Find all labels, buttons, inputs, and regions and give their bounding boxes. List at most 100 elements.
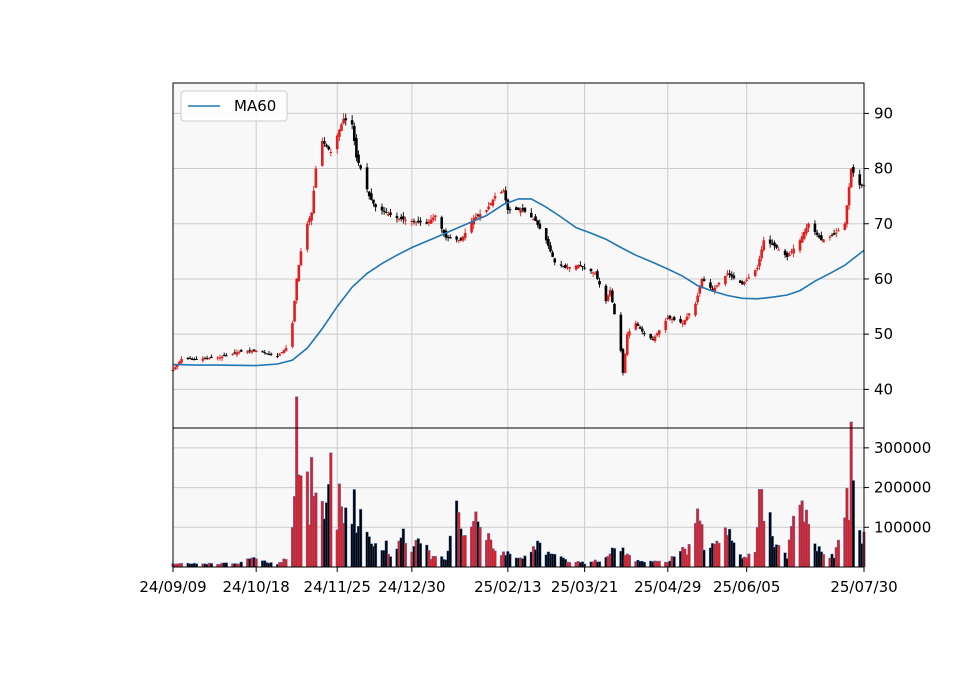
volume-bar xyxy=(433,556,437,568)
candle-body xyxy=(858,174,862,186)
candle-body xyxy=(188,358,192,360)
volume-bar xyxy=(329,452,333,568)
candle-body xyxy=(807,223,810,228)
candle-body xyxy=(593,273,597,275)
volume-y-tick-label: 100000 xyxy=(874,518,931,536)
candle-body xyxy=(210,356,213,358)
candle-body xyxy=(295,278,298,301)
candle-body xyxy=(538,223,542,229)
candle-body xyxy=(416,220,420,223)
candle-body xyxy=(805,227,808,234)
volume-bar xyxy=(493,550,497,568)
candle-body xyxy=(591,272,595,274)
candle-body xyxy=(534,216,537,221)
candle-body xyxy=(547,238,550,246)
candle-body xyxy=(237,351,241,353)
candle-body xyxy=(350,120,354,125)
volume-bar xyxy=(851,480,855,568)
candle-body xyxy=(837,230,840,232)
candle-body xyxy=(628,331,631,336)
candle-body xyxy=(446,236,450,238)
candle-body xyxy=(608,290,612,296)
candle-body xyxy=(529,212,533,218)
candle-body xyxy=(425,221,429,224)
candle-body xyxy=(205,357,209,359)
candle-body xyxy=(777,249,780,251)
candle-body xyxy=(269,353,273,355)
candle-body xyxy=(461,236,465,241)
x-tick-label: 25/02/13 xyxy=(474,578,541,596)
volume-bar xyxy=(717,542,721,568)
candle-body xyxy=(834,232,838,234)
candle-body xyxy=(367,191,371,197)
candle-body xyxy=(847,186,851,206)
candle-body xyxy=(792,248,795,254)
candle-body xyxy=(621,349,625,373)
candle-body xyxy=(414,221,418,223)
candle-body xyxy=(382,210,386,212)
volume-plot-area xyxy=(173,428,864,567)
volume-bar xyxy=(403,542,407,568)
candle-body xyxy=(717,282,721,285)
candle-body xyxy=(625,334,629,355)
candle-body xyxy=(248,350,252,352)
candle-body xyxy=(404,219,407,221)
candle-body xyxy=(175,364,179,368)
candlestick-series xyxy=(171,113,866,376)
candle-body xyxy=(327,146,330,150)
candle-body xyxy=(775,244,778,248)
candle-body xyxy=(559,264,563,266)
volume-bar xyxy=(612,548,616,568)
candle-body xyxy=(544,228,548,241)
candle-body xyxy=(412,220,416,222)
candle-body xyxy=(261,351,264,353)
candle-body xyxy=(566,267,569,269)
candle-body xyxy=(613,303,616,315)
candle-body xyxy=(299,251,303,266)
candle-body xyxy=(649,334,653,339)
price-y-tick-label: 90 xyxy=(874,104,893,122)
candle-body xyxy=(314,168,318,188)
candle-body xyxy=(536,220,539,225)
volume-bar xyxy=(314,492,318,568)
candle-body xyxy=(500,192,503,194)
candle-body xyxy=(504,190,508,201)
candle-body xyxy=(434,215,437,218)
candle-body xyxy=(815,232,819,235)
candle-body xyxy=(670,319,674,321)
candle-body xyxy=(598,281,601,285)
price-y-tick-label: 50 xyxy=(874,325,893,343)
candle-body xyxy=(220,356,224,359)
candle-body xyxy=(732,275,736,279)
candle-body xyxy=(515,207,518,210)
candle-body xyxy=(410,221,414,223)
candle-body xyxy=(790,251,793,253)
volume-bar xyxy=(299,475,303,568)
volume-bar xyxy=(702,549,706,568)
candle-body xyxy=(728,273,731,276)
price-y-tick-label: 80 xyxy=(874,160,893,178)
candle-body xyxy=(493,196,497,199)
candle-body xyxy=(284,347,288,351)
candle-body xyxy=(380,206,384,211)
candle-body xyxy=(312,190,316,214)
candle-body xyxy=(201,358,205,361)
candle-body xyxy=(604,285,608,302)
candle-body xyxy=(276,355,279,357)
candle-body xyxy=(747,277,751,279)
candle-body xyxy=(372,199,375,204)
candle-body xyxy=(508,209,512,211)
volume-bar xyxy=(732,542,736,568)
candle-body xyxy=(359,165,362,169)
volume-y-tick-label: 200000 xyxy=(874,479,931,497)
candle-body xyxy=(828,236,832,238)
candle-body xyxy=(643,333,646,335)
candle-body xyxy=(568,267,571,269)
x-tick-label: 25/03/21 xyxy=(551,578,618,596)
volume-bar xyxy=(807,523,811,568)
candle-body xyxy=(576,265,580,269)
volume-bar xyxy=(344,507,348,568)
legend: MA60 xyxy=(180,90,288,122)
candle-body xyxy=(419,220,422,223)
volume-bar xyxy=(821,554,825,568)
